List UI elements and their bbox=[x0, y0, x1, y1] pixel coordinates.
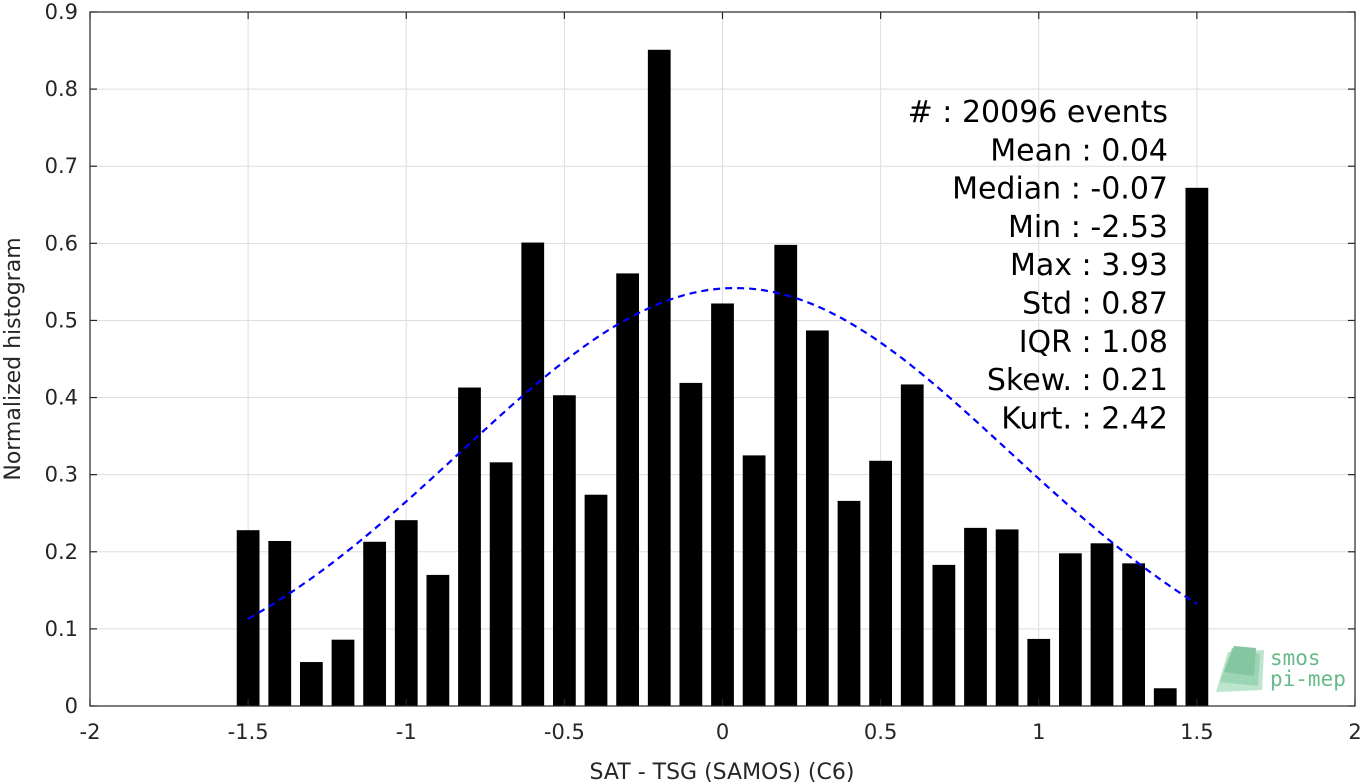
y-tick-label: 0.9 bbox=[45, 0, 78, 24]
histogram-bars bbox=[236, 49, 1209, 707]
x-tick-label: -1.5 bbox=[228, 720, 269, 744]
stats-line: Mean : 0.04 bbox=[990, 133, 1168, 168]
logo-line-2: pi-mep bbox=[1270, 667, 1346, 691]
histogram-bar bbox=[1090, 543, 1114, 706]
y-tick-label: 0.3 bbox=[45, 463, 78, 487]
histogram-bar bbox=[1185, 187, 1209, 706]
y-tick-label: 0 bbox=[65, 694, 78, 718]
logo-line-1: smos bbox=[1270, 646, 1321, 670]
x-tick-label: 0 bbox=[716, 720, 729, 744]
histogram-bar bbox=[363, 541, 387, 706]
histogram-bar bbox=[837, 500, 861, 706]
histogram-bar bbox=[805, 330, 829, 706]
x-tick-label: 2 bbox=[1348, 720, 1361, 744]
histogram-bar bbox=[742, 455, 766, 706]
stats-line: Min : -2.53 bbox=[1008, 210, 1168, 245]
histogram-bar bbox=[489, 462, 513, 706]
histogram-bar bbox=[647, 49, 671, 707]
histogram-bar bbox=[331, 639, 355, 706]
histogram-bar bbox=[1153, 688, 1177, 706]
stats-line: Kurt. : 2.42 bbox=[1001, 401, 1168, 436]
histogram-bar bbox=[394, 520, 418, 706]
histogram-bar bbox=[1058, 553, 1082, 706]
y-axis-ticks: 0 0.1 0.2 0.3 0.4 0.5 0.6 0.7 0.8 0.9 bbox=[45, 0, 1355, 718]
x-tick-label: -1 bbox=[396, 720, 417, 744]
stats-line: Max : 3.93 bbox=[1010, 248, 1168, 283]
histogram-bar bbox=[995, 529, 1019, 706]
histogram-bar bbox=[711, 303, 734, 706]
histogram-bar bbox=[869, 460, 893, 706]
x-tick-label: -2 bbox=[80, 720, 101, 744]
histogram-bar bbox=[932, 564, 956, 706]
x-axis-ticks: -2 -1.5 -1 -0.5 0 0.5 1 1.5 2 bbox=[80, 12, 1362, 744]
x-tick-label: 1 bbox=[1032, 720, 1045, 744]
y-tick-label: 0.2 bbox=[45, 540, 78, 564]
normal-fit-curve bbox=[247, 287, 1198, 620]
stats-line: Median : -0.07 bbox=[952, 172, 1168, 207]
y-tick-label: 0.7 bbox=[45, 154, 78, 178]
histogram-bar bbox=[584, 494, 608, 706]
stats-line: Skew. : 0.21 bbox=[987, 363, 1168, 398]
stats-line: Std : 0.87 bbox=[1022, 287, 1168, 322]
y-tick-label: 0.4 bbox=[45, 386, 78, 410]
histogram-bar bbox=[521, 242, 545, 706]
histogram-bar bbox=[268, 540, 292, 706]
stats-line: IQR : 1.08 bbox=[1019, 325, 1168, 360]
histogram-bar bbox=[552, 395, 576, 706]
histogram-bar bbox=[616, 273, 640, 706]
histogram-bar bbox=[299, 662, 323, 706]
histogram-bar bbox=[458, 387, 481, 706]
stats-line: # : 20096 events bbox=[908, 95, 1168, 130]
histogram-bar bbox=[774, 244, 798, 706]
histogram-bar bbox=[1122, 563, 1146, 706]
x-tick-label: 0.5 bbox=[864, 720, 897, 744]
x-tick-label: 1.5 bbox=[1180, 720, 1213, 744]
y-axis-label: Normalized histogram bbox=[1, 237, 26, 480]
histogram-bar bbox=[900, 384, 924, 706]
histogram-bar bbox=[964, 527, 987, 706]
x-tick-label: -0.5 bbox=[544, 720, 585, 744]
y-tick-label: 0.8 bbox=[45, 77, 78, 101]
histogram-bar bbox=[679, 382, 703, 706]
histogram-bar bbox=[1027, 638, 1051, 706]
x-axis-label: SAT - TSG (SAMOS) (C6) bbox=[590, 760, 855, 784]
y-tick-label: 0.1 bbox=[45, 617, 78, 641]
smos-pi-mep-logo: smos pi-mep bbox=[1216, 646, 1346, 692]
y-tick-label: 0.6 bbox=[45, 231, 78, 255]
logo-mark-icon bbox=[1216, 646, 1264, 692]
histogram-bar bbox=[426, 574, 450, 706]
y-tick-label: 0.5 bbox=[45, 308, 78, 332]
